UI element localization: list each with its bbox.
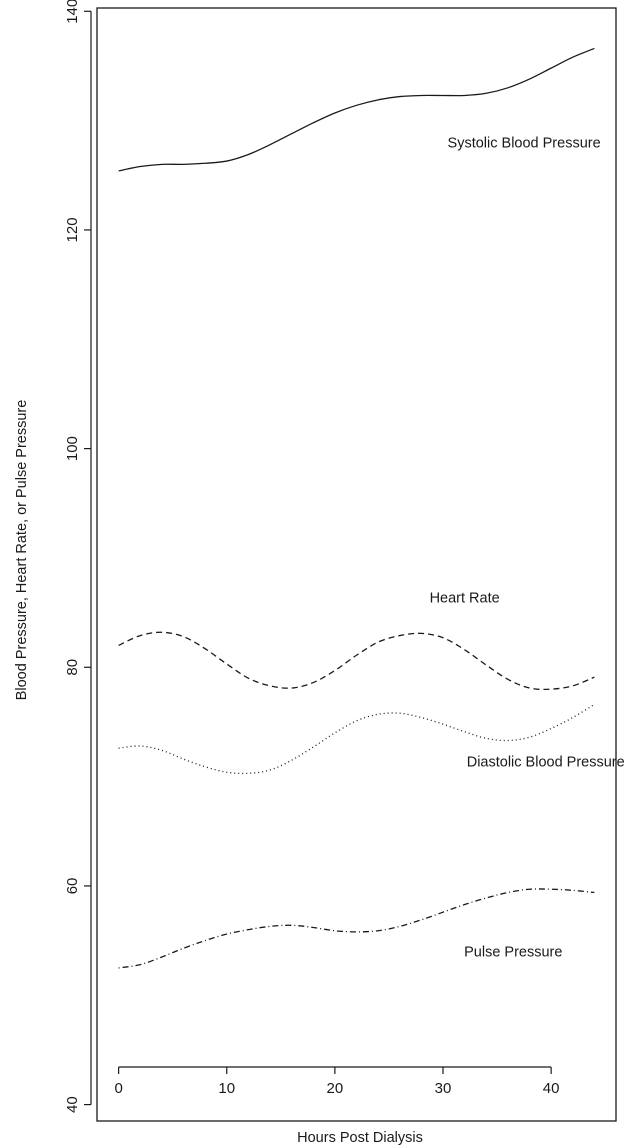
x-axis-title: Hours Post Dialysis (297, 1130, 423, 1146)
y-axis: 40 60 80 100 120 140 (64, 0, 92, 1113)
x-tick-label: 40 (543, 1080, 560, 1097)
x-tick-label: 30 (435, 1080, 452, 1097)
y-tick-label: 60 (64, 878, 81, 895)
y-tick-label: 40 (64, 1096, 81, 1113)
series-line-pulse-pressure (118, 888, 595, 969)
y-tick-label: 100 (64, 436, 81, 461)
series-label: Pulse Pressure (464, 945, 562, 961)
y-tick-label: 80 (64, 659, 81, 676)
series-line-heart-rate (118, 631, 595, 691)
series-label: Systolic Blood Pressure (448, 135, 601, 151)
plot-frame (96, 7, 617, 1122)
x-tick-label: 20 (327, 1080, 344, 1097)
x-tick-label: 0 (114, 1080, 122, 1097)
x-tick-label: 10 (218, 1080, 235, 1097)
x-axis: 0 10 20 30 40 (114, 1066, 560, 1097)
y-tick-label: 140 (64, 0, 81, 24)
series-line-systolic-blood-pressure (118, 47, 595, 172)
y-tick-label: 120 (64, 217, 81, 242)
series-labels: Systolic Blood Pressure Heart Rate Diastol… (430, 135, 625, 960)
series-label: Diastolic Blood Pressure (467, 754, 625, 770)
series-label: Heart Rate (430, 590, 500, 606)
series-layer (118, 47, 595, 969)
y-axis-title: Blood Pressure, Heart Rate, or Pulse Pre… (14, 400, 30, 701)
